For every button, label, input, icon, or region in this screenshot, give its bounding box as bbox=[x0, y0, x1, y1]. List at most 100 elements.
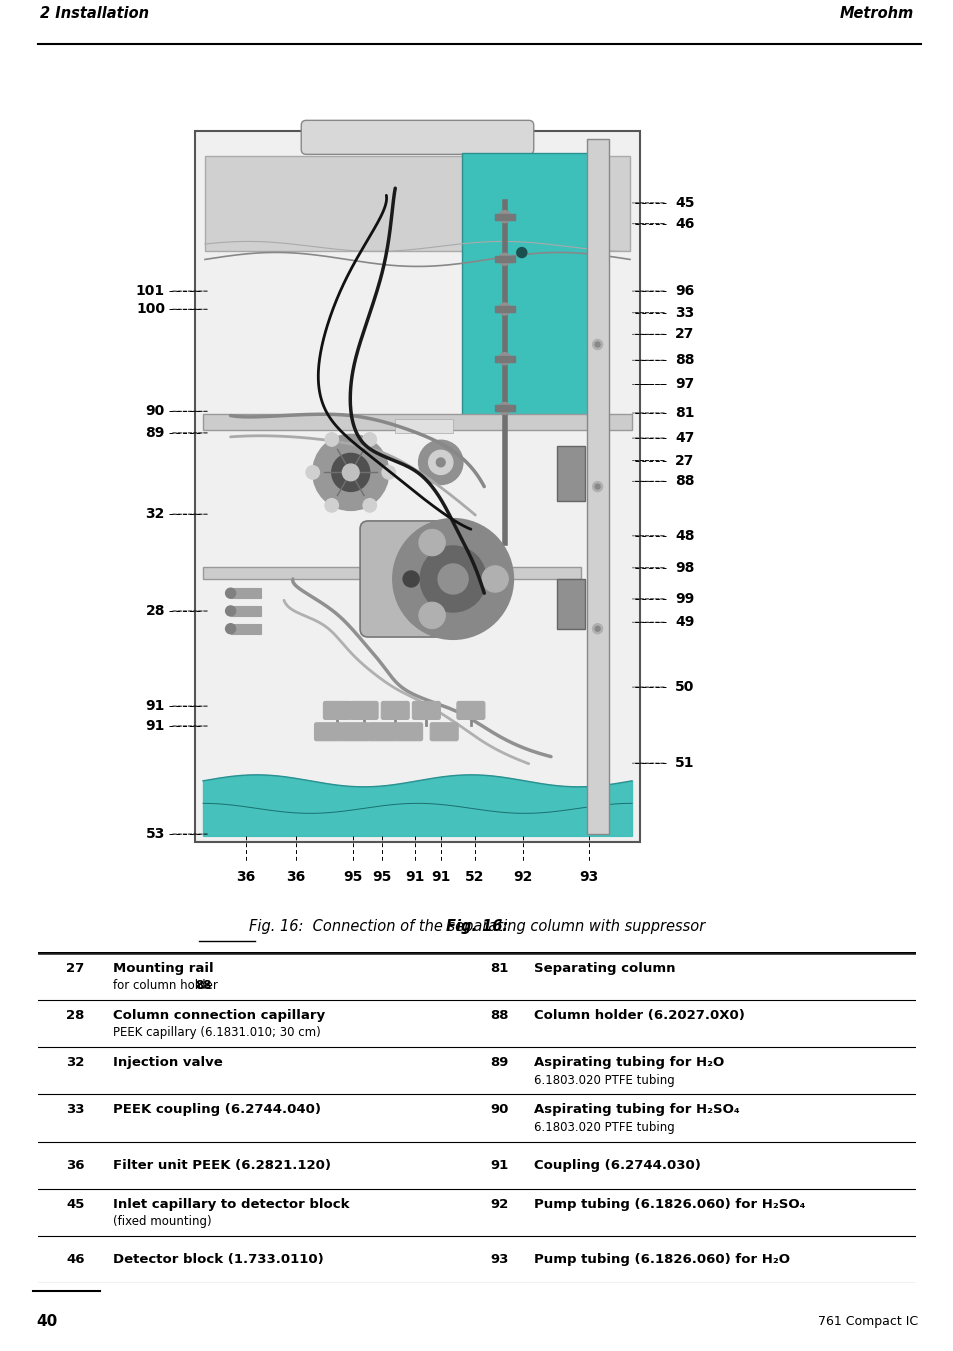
Text: (fixed mounting): (fixed mounting) bbox=[112, 1216, 212, 1228]
FancyBboxPatch shape bbox=[368, 723, 395, 740]
Text: 91: 91 bbox=[146, 719, 165, 734]
Circle shape bbox=[225, 624, 235, 634]
Text: 88: 88 bbox=[194, 979, 212, 992]
Circle shape bbox=[595, 342, 599, 347]
Text: 88: 88 bbox=[490, 1009, 508, 1021]
FancyBboxPatch shape bbox=[323, 701, 351, 720]
Text: 93: 93 bbox=[578, 870, 598, 884]
Text: 32: 32 bbox=[146, 507, 165, 521]
Text: 27: 27 bbox=[675, 454, 694, 467]
Text: Separating column: Separating column bbox=[534, 962, 675, 974]
Text: Fig. 16:: Fig. 16: bbox=[445, 919, 508, 934]
Text: Fig. 16:  Connection of the separating column with suppressor: Fig. 16: Connection of the separating co… bbox=[249, 919, 704, 934]
Text: Detector block (1.733.0110): Detector block (1.733.0110) bbox=[112, 1254, 323, 1266]
Text: 52: 52 bbox=[465, 870, 484, 884]
FancyBboxPatch shape bbox=[314, 723, 342, 740]
Text: 98: 98 bbox=[675, 561, 694, 574]
FancyBboxPatch shape bbox=[412, 701, 440, 720]
Text: 81: 81 bbox=[675, 407, 694, 420]
Bar bbox=[395, 419, 453, 432]
Bar bbox=[203, 413, 631, 430]
Bar bbox=[231, 607, 260, 616]
Text: 6.1803.020 PTFE tubing: 6.1803.020 PTFE tubing bbox=[534, 1121, 674, 1133]
Bar bbox=[495, 355, 515, 362]
Text: 91: 91 bbox=[405, 870, 424, 884]
Circle shape bbox=[332, 454, 370, 492]
Text: 91: 91 bbox=[431, 870, 450, 884]
Text: 6.1803.020 PTFE tubing: 6.1803.020 PTFE tubing bbox=[534, 1074, 674, 1086]
FancyBboxPatch shape bbox=[430, 723, 457, 740]
Text: 46: 46 bbox=[66, 1254, 85, 1266]
Text: 100: 100 bbox=[136, 303, 165, 316]
Bar bbox=[495, 305, 515, 312]
Bar bbox=[556, 446, 584, 501]
Circle shape bbox=[481, 566, 508, 592]
Bar bbox=[556, 578, 584, 628]
Circle shape bbox=[498, 303, 510, 315]
Text: 89: 89 bbox=[490, 1056, 508, 1069]
Circle shape bbox=[592, 339, 602, 350]
Circle shape bbox=[498, 253, 510, 265]
Text: 92: 92 bbox=[490, 1198, 508, 1210]
Text: Metrohm: Metrohm bbox=[839, 5, 913, 20]
Text: 92: 92 bbox=[513, 870, 532, 884]
FancyBboxPatch shape bbox=[301, 120, 533, 154]
Text: Pump tubing (6.1826.060) for H₂O: Pump tubing (6.1826.060) for H₂O bbox=[534, 1254, 789, 1266]
Circle shape bbox=[362, 432, 376, 446]
Circle shape bbox=[393, 519, 513, 639]
Text: Filter unit PEEK (6.2821.120): Filter unit PEEK (6.2821.120) bbox=[112, 1159, 331, 1171]
Text: PEEK coupling (6.2744.040): PEEK coupling (6.2744.040) bbox=[112, 1104, 320, 1116]
Text: 93: 93 bbox=[490, 1254, 508, 1266]
Circle shape bbox=[418, 530, 445, 555]
Text: 36: 36 bbox=[286, 870, 305, 884]
Text: 36: 36 bbox=[66, 1159, 85, 1171]
Text: 53: 53 bbox=[146, 827, 165, 842]
Text: Coupling (6.2744.030): Coupling (6.2744.030) bbox=[534, 1159, 700, 1171]
Text: 91: 91 bbox=[490, 1159, 508, 1171]
Circle shape bbox=[325, 432, 338, 446]
Circle shape bbox=[595, 627, 599, 631]
Text: 47: 47 bbox=[675, 431, 694, 444]
Circle shape bbox=[498, 403, 510, 415]
Bar bbox=[495, 257, 515, 262]
Text: 2 Installation: 2 Installation bbox=[40, 5, 149, 20]
FancyBboxPatch shape bbox=[350, 701, 377, 720]
Text: 50: 50 bbox=[675, 680, 694, 694]
Text: Aspirating tubing for H₂O: Aspirating tubing for H₂O bbox=[534, 1056, 723, 1069]
Text: Injection valve: Injection valve bbox=[112, 1056, 222, 1069]
Text: 32: 32 bbox=[66, 1056, 85, 1069]
Text: 97: 97 bbox=[675, 377, 694, 392]
Circle shape bbox=[362, 499, 376, 512]
Circle shape bbox=[418, 603, 445, 628]
Text: Inlet capillary to detector block: Inlet capillary to detector block bbox=[112, 1198, 349, 1210]
Circle shape bbox=[498, 211, 510, 223]
Text: 91: 91 bbox=[146, 698, 165, 713]
Text: Column connection capillary: Column connection capillary bbox=[112, 1009, 325, 1021]
Text: 49: 49 bbox=[675, 615, 694, 630]
Text: 45: 45 bbox=[66, 1198, 85, 1210]
Bar bbox=[461, 153, 604, 416]
Text: 95: 95 bbox=[372, 870, 391, 884]
Circle shape bbox=[436, 458, 445, 467]
Text: 40: 40 bbox=[36, 1315, 57, 1329]
Circle shape bbox=[592, 624, 602, 634]
Bar bbox=[205, 157, 629, 251]
Text: 90: 90 bbox=[490, 1104, 508, 1116]
Text: 96: 96 bbox=[675, 284, 694, 299]
Circle shape bbox=[595, 484, 599, 489]
Bar bbox=[586, 139, 608, 834]
Circle shape bbox=[325, 499, 338, 512]
Text: 99: 99 bbox=[675, 592, 694, 607]
Circle shape bbox=[517, 247, 526, 258]
Text: 95: 95 bbox=[343, 870, 362, 884]
Bar bbox=[203, 567, 580, 580]
FancyBboxPatch shape bbox=[395, 723, 422, 740]
Text: 48: 48 bbox=[675, 528, 694, 543]
Text: 45: 45 bbox=[675, 196, 694, 209]
Text: 36: 36 bbox=[236, 870, 255, 884]
Text: 81: 81 bbox=[490, 962, 508, 974]
Text: 33: 33 bbox=[675, 305, 694, 320]
Circle shape bbox=[306, 466, 319, 480]
Circle shape bbox=[403, 571, 418, 586]
Text: 27: 27 bbox=[66, 962, 85, 974]
